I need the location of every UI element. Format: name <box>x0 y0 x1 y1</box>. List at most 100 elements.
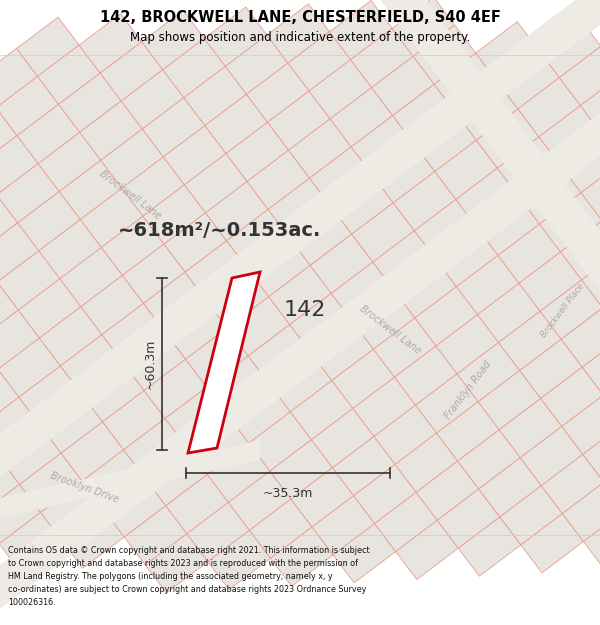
Polygon shape <box>0 136 38 195</box>
Polygon shape <box>144 359 207 419</box>
Polygon shape <box>374 405 437 464</box>
Polygon shape <box>40 394 103 453</box>
Text: 142, BROCKWELL LANE, CHESTERFIELD, S40 4EF: 142, BROCKWELL LANE, CHESTERFIELD, S40 4… <box>100 11 500 26</box>
Polygon shape <box>373 231 436 290</box>
Polygon shape <box>100 42 163 101</box>
Polygon shape <box>124 506 187 565</box>
Text: 100026316.: 100026316. <box>8 598 56 607</box>
Polygon shape <box>19 366 82 425</box>
Polygon shape <box>187 503 250 562</box>
Polygon shape <box>38 132 101 191</box>
Polygon shape <box>0 456 20 516</box>
Polygon shape <box>371 56 434 116</box>
Bar <box>0 0 600 55</box>
Polygon shape <box>519 252 581 311</box>
Polygon shape <box>79 14 142 73</box>
Polygon shape <box>538 18 600 78</box>
Polygon shape <box>353 464 416 524</box>
Polygon shape <box>436 314 499 374</box>
Polygon shape <box>415 199 477 259</box>
Polygon shape <box>580 74 600 134</box>
Polygon shape <box>477 196 539 256</box>
Polygon shape <box>329 1 392 59</box>
Polygon shape <box>59 160 122 219</box>
Polygon shape <box>518 165 581 224</box>
Polygon shape <box>291 468 353 527</box>
Polygon shape <box>436 228 498 287</box>
Polygon shape <box>478 371 541 430</box>
Polygon shape <box>268 178 331 238</box>
Polygon shape <box>0 49 38 108</box>
Polygon shape <box>0 251 60 310</box>
Polygon shape <box>82 362 144 422</box>
Polygon shape <box>184 66 247 126</box>
Polygon shape <box>583 423 600 483</box>
Polygon shape <box>434 53 497 112</box>
Polygon shape <box>62 509 124 568</box>
Polygon shape <box>0 425 61 484</box>
Polygon shape <box>497 137 560 196</box>
Polygon shape <box>498 224 560 283</box>
Polygon shape <box>289 119 351 178</box>
Polygon shape <box>290 381 353 440</box>
Text: 142: 142 <box>284 300 326 320</box>
Polygon shape <box>0 484 41 544</box>
Polygon shape <box>0 440 260 520</box>
Text: Brockwell Place: Brockwell Place <box>539 281 586 339</box>
Polygon shape <box>581 249 600 308</box>
Polygon shape <box>351 116 414 175</box>
Polygon shape <box>61 334 123 394</box>
Text: co-ordinates) are subject to Crown copyright and database rights 2023 Ordnance S: co-ordinates) are subject to Crown copyr… <box>8 585 367 594</box>
Polygon shape <box>248 238 310 297</box>
Polygon shape <box>332 349 394 409</box>
Text: Franklyn Road: Franklyn Road <box>443 359 493 421</box>
Polygon shape <box>373 318 436 377</box>
Polygon shape <box>267 4 329 63</box>
Polygon shape <box>103 478 166 537</box>
Polygon shape <box>499 399 562 458</box>
Polygon shape <box>0 512 62 572</box>
Polygon shape <box>208 443 270 503</box>
Polygon shape <box>227 297 290 356</box>
Text: Brockwell Lane: Brockwell Lane <box>97 169 163 221</box>
Polygon shape <box>268 91 330 150</box>
Polygon shape <box>102 303 164 362</box>
Polygon shape <box>541 454 600 514</box>
Polygon shape <box>229 471 291 531</box>
Polygon shape <box>353 377 416 436</box>
Polygon shape <box>476 22 538 81</box>
Polygon shape <box>208 531 271 589</box>
Polygon shape <box>394 346 457 405</box>
Polygon shape <box>333 524 395 583</box>
Polygon shape <box>227 209 289 269</box>
Polygon shape <box>0 310 40 369</box>
Text: to Crown copyright and database rights 2023 and is reproduced with the permissio: to Crown copyright and database rights 2… <box>8 559 358 568</box>
Polygon shape <box>61 422 124 481</box>
Polygon shape <box>0 223 39 282</box>
Polygon shape <box>330 88 392 147</box>
Bar <box>0 535 600 625</box>
Polygon shape <box>143 272 206 331</box>
Polygon shape <box>520 339 582 399</box>
Text: Brockwell Lane: Brockwell Lane <box>358 304 422 356</box>
Polygon shape <box>435 140 497 199</box>
Text: ~618m²/~0.153ac.: ~618m²/~0.153ac. <box>118 221 322 239</box>
Polygon shape <box>518 78 580 137</box>
Polygon shape <box>437 489 500 548</box>
Polygon shape <box>311 409 374 468</box>
Polygon shape <box>41 481 103 541</box>
Polygon shape <box>310 234 373 293</box>
Polygon shape <box>290 293 352 352</box>
Polygon shape <box>186 415 249 474</box>
Polygon shape <box>413 25 476 84</box>
Polygon shape <box>561 308 600 367</box>
Polygon shape <box>0 282 19 341</box>
Polygon shape <box>415 287 478 346</box>
Polygon shape <box>269 352 332 412</box>
Polygon shape <box>226 122 289 181</box>
Polygon shape <box>539 106 600 165</box>
Polygon shape <box>499 311 561 371</box>
Polygon shape <box>352 290 415 349</box>
Polygon shape <box>352 202 415 262</box>
Polygon shape <box>206 269 269 328</box>
